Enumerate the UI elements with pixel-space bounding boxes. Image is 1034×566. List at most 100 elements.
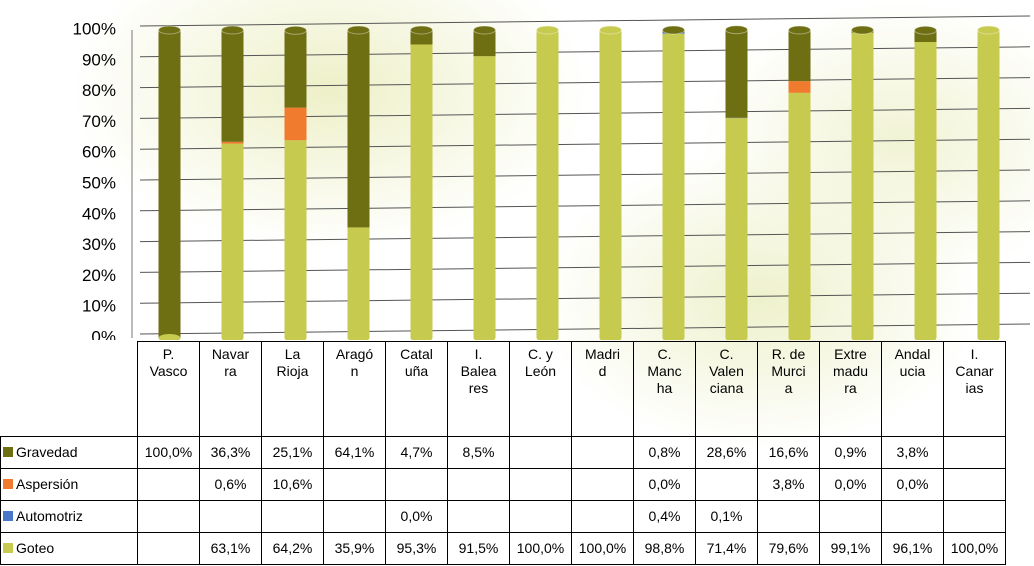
bar-segment xyxy=(410,30,433,45)
cylinder-base xyxy=(788,334,811,340)
value-cell: 100,0% xyxy=(571,532,634,565)
value-cell xyxy=(137,532,200,565)
category-label: I. Balea res xyxy=(447,341,510,437)
category-label: I. Canar ias xyxy=(943,341,1006,437)
value-cell: 0,0% xyxy=(881,468,944,501)
cylinder-top xyxy=(788,25,811,35)
bar-segment xyxy=(914,30,937,43)
value-cell: 100,0% xyxy=(943,532,1006,565)
bar-segment xyxy=(536,30,559,338)
value-cell: 0,0% xyxy=(819,468,882,501)
value-cell xyxy=(943,500,1006,533)
cylinder-base xyxy=(221,334,244,340)
cylinder-top xyxy=(347,25,370,35)
cylinder-base xyxy=(977,334,1000,340)
plot: 0% 10% 20% 30% 40% 50% 60% 70% 80% 90% 100% xyxy=(73,15,1031,340)
value-cell: 96,1% xyxy=(881,532,944,565)
bar-segment xyxy=(158,30,181,338)
category-label: Extre madu ra xyxy=(819,341,882,437)
corner-cell xyxy=(1,342,138,437)
value-cell: 0,0% xyxy=(385,500,448,533)
grid-line xyxy=(139,138,1031,150)
value-cell xyxy=(385,468,448,501)
bar-segment xyxy=(788,81,811,93)
value-cell: 91,5% xyxy=(447,532,510,565)
category-label: Aragó n xyxy=(323,341,386,437)
bar-segment xyxy=(221,30,244,142)
y-tick-label: 100% xyxy=(73,19,116,38)
bar-segment xyxy=(284,140,307,338)
value-cell: 71,4% xyxy=(695,532,758,565)
bar-segment xyxy=(788,92,811,338)
value-cell xyxy=(509,468,572,501)
cylinder-top xyxy=(914,25,937,35)
y-tick-label: 70% xyxy=(82,112,116,131)
table-row: Automotriz 0,0% 0,4% 0,1% xyxy=(0,500,1006,533)
value-cell xyxy=(323,468,386,501)
bar-segment xyxy=(410,44,433,338)
cylinder-top xyxy=(410,25,433,35)
legend-entry: Gravedad xyxy=(0,436,138,469)
legend-swatch xyxy=(3,511,13,521)
y-tick-label: 0% xyxy=(91,327,116,340)
bar-segment xyxy=(347,227,370,338)
bar-segment xyxy=(473,30,496,57)
table-header: P. Vasco Navar ra La Rioja Aragó n Catal uña… xyxy=(1,341,1006,437)
grid-line xyxy=(139,231,1031,243)
value-cell: 8,5% xyxy=(447,436,510,469)
bar-segment xyxy=(851,32,874,338)
bar-segment xyxy=(725,118,748,338)
category-label: Madri d xyxy=(571,341,634,437)
value-cell: 79,6% xyxy=(757,532,820,565)
value-cell: 98,8% xyxy=(633,532,696,565)
cylinder-top xyxy=(662,25,685,35)
value-cell xyxy=(447,468,510,501)
y-tick-label: 60% xyxy=(82,143,116,162)
cylinder-top xyxy=(536,25,559,35)
cylinder-top xyxy=(977,25,1000,35)
value-cell xyxy=(571,436,634,469)
y-tick-label: 10% xyxy=(82,297,116,316)
value-cell: 100,0% xyxy=(509,532,572,565)
bar-segment xyxy=(221,141,244,144)
bar-segment xyxy=(347,30,370,228)
bar-segment xyxy=(473,56,496,339)
value-cell xyxy=(261,500,324,533)
table-row: Aspersión 0,6% 10,6% 0,0% 3,8% 0,0% 0,0% xyxy=(0,468,1006,501)
legend-swatch xyxy=(3,543,13,553)
value-cell: 10,6% xyxy=(261,468,324,501)
grid-line xyxy=(139,107,1031,119)
value-cell xyxy=(881,500,944,533)
value-cell: 0,6% xyxy=(199,468,262,501)
bar-segment xyxy=(284,30,307,108)
bar-segment xyxy=(662,33,685,339)
cylinder-top xyxy=(473,25,496,35)
category-label: C. y León xyxy=(509,341,572,437)
value-cell: 0,9% xyxy=(819,436,882,469)
value-cell: 0,4% xyxy=(633,500,696,533)
category-label: R. de Murci a xyxy=(757,341,820,437)
grid-line xyxy=(139,169,1031,181)
value-cell: 99,1% xyxy=(819,532,882,565)
value-cell: 16,6% xyxy=(757,436,820,469)
value-cell: 63,1% xyxy=(199,532,262,565)
value-cell: 28,6% xyxy=(695,436,758,469)
legend-label: Gravedad xyxy=(16,444,78,460)
cylinder-base xyxy=(410,334,433,340)
value-cell xyxy=(819,500,882,533)
grid-line xyxy=(139,200,1031,212)
cylinder-base xyxy=(599,334,622,340)
y-tick-label: 20% xyxy=(82,266,116,285)
cylinder-top xyxy=(284,25,307,35)
grid-line xyxy=(139,261,1031,273)
bar-segment xyxy=(914,42,937,339)
grid-line xyxy=(139,323,1031,335)
legend-label: Goteo xyxy=(16,540,55,556)
bar-segment xyxy=(284,107,307,141)
value-cell: 3,8% xyxy=(757,468,820,501)
cylinder-base xyxy=(347,334,370,340)
category-label: Catal uña xyxy=(385,341,448,437)
grid-line xyxy=(139,46,1031,58)
category-label: P. Vasco xyxy=(137,341,200,437)
